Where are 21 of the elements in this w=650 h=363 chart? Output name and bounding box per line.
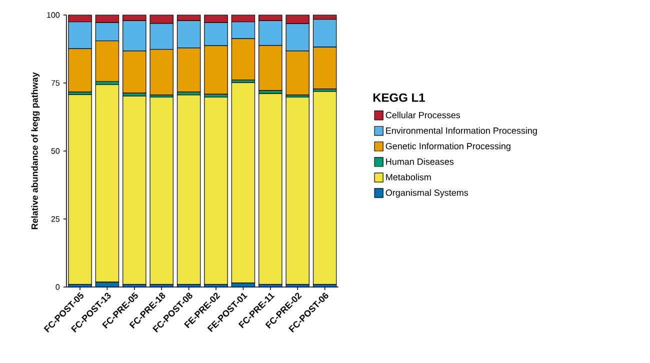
y-tick-label: 25	[51, 216, 60, 222]
legend-title: KEGG L1	[373, 93, 425, 102]
bar	[286, 96, 310, 285]
y-tick-label: 50	[51, 148, 60, 154]
legend-label: Environmental Information Processing	[386, 127, 537, 136]
y-tick-label: 75	[51, 80, 60, 86]
bar	[150, 96, 174, 285]
y-tick-label: 100	[47, 12, 60, 18]
bar	[204, 96, 228, 285]
bar	[176, 94, 201, 285]
bar	[231, 82, 256, 284]
bar	[258, 93, 282, 285]
legend-label: Human Diseases	[386, 158, 454, 165]
bar	[122, 96, 146, 285]
bar	[312, 91, 337, 285]
legend-label: Cellular Processes	[386, 112, 460, 118]
legend-label: Organismal Systems	[386, 189, 468, 198]
legend-label: Metabolism	[386, 174, 431, 180]
y-tick-label: 0	[56, 284, 60, 290]
y-axis-title: Relative abundance of kegg pathway	[31, 72, 40, 230]
legend-label: Genetic Information Processing	[386, 142, 510, 152]
